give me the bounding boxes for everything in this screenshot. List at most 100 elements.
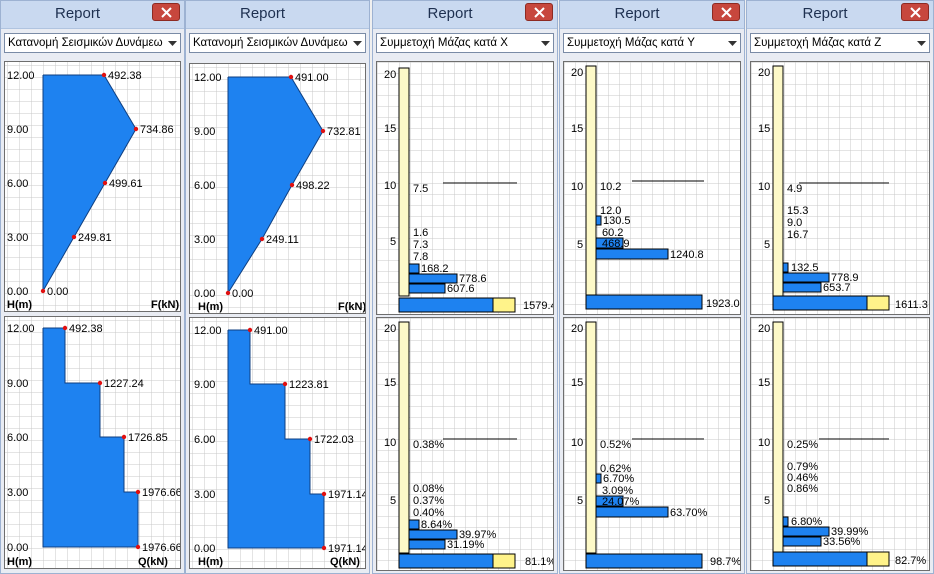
shear-value-label: 1976.66 [142,542,181,554]
shear-marker [321,491,327,497]
y-tick: 3.00 [7,232,28,244]
close-button[interactable] [712,3,740,21]
scale-tick: 15 [758,377,770,389]
mode-bar [595,495,624,507]
force-marker [133,126,139,132]
x-axis-label: Q(kN) [138,556,168,568]
chart-type-dropdown[interactable]: Κατανομή Σεισμικών Δυνάμεω [189,33,366,53]
force-value-label: 498.22 [296,180,330,192]
chart-type-dropdown[interactable]: Συμμετοχή Μάζας κατά X [376,33,554,53]
scale-tick: 15 [384,123,396,135]
total-bar [585,553,703,569]
scale-tick: 5 [577,495,583,507]
shear-value-label: 491.00 [254,325,288,337]
mode-value: 1.6 [413,227,428,239]
scale-tick: 15 [571,377,583,389]
titlebar[interactable]: Report [373,1,557,29]
mode-percent: 0.86% [787,483,818,495]
mass-participation-chart: 20 15 10 5 10.2 12.0 130.5 60.2 468.9 12… [563,61,741,315]
force-marker [101,72,107,78]
mode-percent: 0.25% [787,439,818,451]
titlebar[interactable]: Report [186,1,369,29]
scale-tick: 5 [577,239,583,251]
y-tick: 9.00 [194,126,215,138]
mode-percent: 6.80% [791,516,822,528]
chevron-down-icon[interactable] [913,34,929,52]
force-value-label: 491.00 [295,72,329,84]
dropdown-value: Συμμετοχή Μάζας κατά Y [567,37,695,49]
scale-tick: 20 [384,323,396,335]
scale-bar [398,321,410,554]
total-value: 1611.3 [895,299,928,311]
chart-type-dropdown[interactable]: Συμμετοχή Μάζας κατά Z [750,33,930,53]
total-bar-remainder [492,297,516,313]
force-value-label: 734.86 [140,124,174,136]
y-tick: 9.00 [7,378,28,390]
scale-tick: 20 [384,69,396,81]
close-button[interactable] [525,3,553,21]
y-tick: 6.00 [7,178,28,190]
scale-bar [585,321,597,554]
force-value-label: 499.61 [109,178,143,190]
mode-percent: 0.40% [413,507,444,519]
mode-value: 778.6 [459,273,487,285]
titlebar[interactable]: Report [1,1,184,29]
mass-participation-chart: 20 15 10 5 4.9 15.3 9.0 16.7 132.5 778.9… [750,61,930,315]
mode-value: 9.0 [787,217,802,229]
shear-area [43,328,138,547]
mode-value: 1240.8 [670,249,704,261]
scale-tick: 10 [758,437,770,449]
mode-bar [595,237,624,249]
mass-participation-percent-chart: 20 15 10 5 0.25% 0.79% 0.46% 0.86% 6.80%… [750,317,930,571]
shear-marker [121,434,127,440]
total-bar-remainder [492,553,516,569]
mode-percent: 6.70% [603,473,634,485]
total-bar [398,553,494,569]
scale-tick: 20 [758,323,770,335]
shear-value-label: 1722.03 [314,434,354,446]
y-axis-label: H(m) [7,556,32,568]
chevron-down-icon[interactable] [537,34,553,52]
mode-value: 60.2 [602,227,623,239]
shear-marker [135,489,141,495]
mode-percent: 8.64% [421,519,452,531]
window-title: Report [802,5,848,22]
total-value: 1579.4 [523,300,554,312]
force-value-label: 0.00 [47,286,68,298]
mode-value: 168.2 [421,263,449,275]
y-tick: 12.00 [7,323,35,335]
scale-tick: 10 [571,437,583,449]
chart-type-dropdown[interactable]: Κατανομή Σεισμικών Δυνάμεω [4,33,181,53]
chevron-down-icon[interactable] [724,34,740,52]
force-value-label: 249.11 [266,234,299,246]
x-axis-label: F(kN) [151,299,179,311]
titlebar[interactable]: Report [560,1,744,29]
chart-type-dropdown[interactable]: Συμμετοχή Μάζας κατά Y [563,33,741,53]
dropdown-value: Κατανομή Σεισμικών Δυνάμεω [193,37,348,49]
scale-tick: 20 [571,67,583,79]
total-bar [772,551,868,567]
mode-percent: 0.52% [600,439,631,451]
force-distribution-chart: 12.00 9.00 6.00 3.00 0.00 491.00 732.81 … [189,63,366,314]
mode-percent: 0.37% [413,495,444,507]
mode-value: 132.5 [791,262,819,274]
close-button[interactable] [901,3,929,21]
chevron-down-icon[interactable] [164,34,180,52]
mode-value: 10.2 [600,181,621,193]
mode-bar [595,248,669,260]
shear-value-label: 1971.14 [328,543,366,555]
titlebar[interactable]: Report [747,1,933,29]
scale-tick: 10 [384,180,396,192]
mode-percent: 39.99% [831,526,869,538]
mode-percent: 0.62% [600,463,631,475]
chevron-down-icon[interactable] [349,34,365,52]
close-button[interactable] [152,3,180,21]
close-icon [721,7,732,18]
total-bar [585,294,703,310]
total-bar [398,297,494,313]
y-tick: 0.00 [7,542,28,554]
force-marker [102,180,108,186]
report-window-2: Report Κατανομή Σεισμικών Δυνάμεω 12.00 … [185,0,370,574]
y-tick: 12.00 [194,72,222,84]
force-marker [288,74,294,80]
